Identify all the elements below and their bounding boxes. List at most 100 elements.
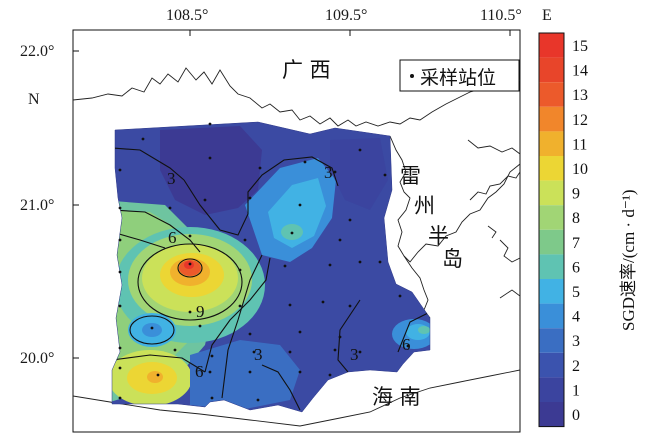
region-label-leizhou: 岛 <box>442 247 463 271</box>
station-dot <box>118 396 122 400</box>
contour-label: 6 <box>195 362 204 381</box>
contour-label: 6 <box>168 228 177 247</box>
hainan-coastline <box>73 369 520 427</box>
colorbar-swatch <box>539 377 564 402</box>
colorbar-title: SGD速率/(cm · d⁻¹) <box>619 189 638 331</box>
region-label-hainan: 海 南 <box>372 385 421 409</box>
lat-suffix: N <box>28 91 40 108</box>
region-label-leizhou: 雷 <box>400 164 421 188</box>
station-dot <box>290 231 294 235</box>
contour-label: 3 <box>324 163 333 182</box>
station-dot <box>348 218 352 222</box>
station-dot <box>238 304 242 308</box>
mainland-coastline <box>73 67 520 319</box>
station-dot <box>298 370 302 374</box>
colorbar-tick-label: 13 <box>572 87 588 104</box>
station-dot <box>248 196 252 200</box>
station-dot <box>328 263 332 267</box>
lat-ticks <box>73 50 79 359</box>
station-dot <box>156 373 160 377</box>
station-dot <box>248 370 252 374</box>
station-dot <box>248 332 252 336</box>
colorbar-tick-label: 7 <box>572 235 580 252</box>
station-dot <box>238 268 242 272</box>
colorbar-tick-label: 5 <box>572 284 580 301</box>
station-dot <box>328 373 332 377</box>
colorbar-tick-label: 8 <box>572 210 580 227</box>
colorbar-frame <box>538 32 565 428</box>
lon-tick-label: 109.5° <box>325 7 367 24</box>
lon-suffix: E <box>542 7 552 24</box>
colorbar-swatch <box>539 352 564 378</box>
station-dot <box>141 137 145 141</box>
colorbar-tick-label: 2 <box>572 358 580 375</box>
contour-lines <box>112 147 430 411</box>
station-dot <box>203 198 207 202</box>
station-dot <box>298 203 302 207</box>
station-dot <box>338 335 342 339</box>
colorbar-swatch <box>539 279 564 304</box>
colorbar-swatch <box>539 57 564 83</box>
station-dot <box>288 350 292 354</box>
colorbar-swatch <box>539 82 564 107</box>
colorbar-swatch <box>539 33 564 58</box>
lon-ticks <box>189 30 511 36</box>
station-dot <box>398 294 402 298</box>
station-dot <box>333 170 337 174</box>
colorbar-tick-label: 0 <box>572 407 580 424</box>
station-dot <box>321 300 325 304</box>
lon-tick-label: 108.5° <box>166 7 208 24</box>
station-dot <box>173 348 177 352</box>
lat-tick-label: 20.0° <box>20 350 54 367</box>
station-dot <box>283 264 287 268</box>
station-dot <box>208 370 212 374</box>
station-dot <box>378 260 382 264</box>
colorbar-swatch <box>539 328 564 353</box>
station-dot <box>358 350 362 354</box>
colorbar-tick-label: 15 <box>572 38 588 55</box>
colorbar-tick-label: 6 <box>572 259 580 276</box>
station-dot <box>333 348 337 352</box>
colorbar-tick-label: 1 <box>572 382 580 399</box>
station-dot <box>288 303 292 307</box>
colorbar-swatch <box>539 205 564 230</box>
region-label-guangxi: 广 西 <box>282 58 331 82</box>
sampling-stations <box>118 122 410 402</box>
lat-tick-label: 21.0° <box>20 197 54 214</box>
colorbar-swatch <box>539 131 564 156</box>
station-dot <box>303 160 307 164</box>
station-marker-icon <box>410 74 414 78</box>
station-dot <box>188 310 192 314</box>
region-label-leizhou: 半 <box>428 224 449 248</box>
contour-label: 9 <box>196 302 205 321</box>
colorbar-swatch <box>539 402 564 427</box>
contour-label: 3 <box>167 169 176 188</box>
colorbar-swatch <box>539 229 564 255</box>
contour-label: 3 <box>254 345 263 364</box>
station-dot <box>243 238 247 242</box>
station-dot <box>208 122 212 126</box>
station-dot <box>298 330 302 334</box>
contour-label: 6 <box>402 335 411 354</box>
field-outline <box>111 121 431 413</box>
station-dot <box>188 262 192 266</box>
station-dot <box>252 350 256 354</box>
station-dot <box>118 366 122 370</box>
station-dot <box>198 324 202 328</box>
station-dot <box>150 326 154 330</box>
colorbar-swatch <box>539 303 564 329</box>
colorbar-tick-label: 14 <box>572 63 588 80</box>
station-dot <box>208 156 212 160</box>
lon-tick-label: 110.5° <box>480 7 522 24</box>
colorbar-swatch <box>539 156 564 181</box>
colorbar-tick-label: 10 <box>572 161 588 178</box>
region-label-leizhou: 州 <box>414 194 435 218</box>
station-dot <box>358 148 362 152</box>
legend-label: 采样站位 <box>420 67 496 89</box>
station-dot <box>338 238 342 242</box>
colorbar-swatch <box>539 254 564 279</box>
colorbar-tick-label: 9 <box>572 186 580 203</box>
colorbar-swatch <box>539 106 564 132</box>
station-dot <box>383 173 387 177</box>
